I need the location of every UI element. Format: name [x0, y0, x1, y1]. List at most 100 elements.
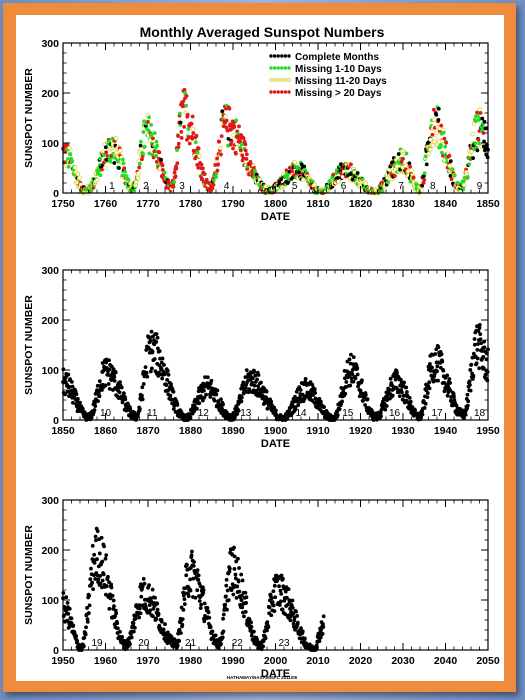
- data-point: [85, 619, 90, 624]
- x-tick-label: 1860: [94, 425, 118, 437]
- data-point: [113, 370, 118, 375]
- x-tick-label: 1880: [179, 425, 203, 437]
- data-point: [360, 177, 365, 182]
- data-point: [95, 529, 100, 534]
- data-point: [450, 167, 455, 172]
- data-point: [303, 376, 308, 381]
- data-point: [151, 606, 156, 611]
- data-point: [259, 380, 263, 385]
- data-point: [444, 140, 449, 145]
- data-point: [187, 141, 192, 146]
- data-point: [467, 162, 472, 167]
- data-point: [139, 139, 143, 144]
- data-point: [141, 151, 145, 156]
- data-point: [154, 617, 159, 622]
- data-point: [394, 164, 400, 169]
- data-point: [220, 109, 225, 113]
- data-point: [321, 614, 326, 619]
- data-point: [221, 616, 225, 621]
- data-point: [196, 146, 201, 151]
- data-point: [234, 118, 239, 123]
- data-point: [392, 174, 397, 178]
- data-point: [428, 137, 433, 142]
- legend-marker: [272, 66, 277, 70]
- data-point: [247, 387, 252, 392]
- data-point: [271, 589, 276, 594]
- y-axis-label: SUNSPOT NUMBER: [23, 525, 35, 625]
- data-point: [337, 407, 342, 412]
- data-point: [208, 625, 213, 629]
- data-point: [465, 403, 470, 408]
- data-point: [160, 163, 165, 168]
- y-tick-label: 100: [41, 138, 59, 150]
- x-tick-label: 1950: [51, 655, 75, 667]
- data-point: [428, 368, 433, 373]
- data-point: [273, 408, 278, 413]
- data-point: [404, 390, 409, 394]
- data-point: [146, 119, 150, 124]
- data-point: [78, 400, 82, 405]
- data-point: [123, 397, 128, 402]
- data-point: [190, 549, 194, 554]
- data-point: [225, 588, 230, 593]
- x-tick-label: 1840: [434, 198, 458, 210]
- legend-marker: [280, 66, 284, 70]
- data-point: [266, 625, 271, 630]
- data-point: [210, 186, 215, 191]
- orange-frame: Monthly Averaged Sunspot Numbers 1750 176…: [3, 3, 516, 692]
- data-point: [448, 381, 453, 385]
- data-point: [360, 378, 364, 383]
- data-point: [294, 609, 298, 614]
- data-point: [471, 156, 476, 160]
- data-point: [185, 112, 190, 117]
- data-point: [179, 631, 183, 635]
- cycle-label: 20: [138, 638, 150, 649]
- data-point: [408, 179, 413, 184]
- data-point: [163, 371, 168, 376]
- data-point: [152, 131, 157, 135]
- data-point: [249, 624, 254, 629]
- data-point: [141, 130, 146, 134]
- data-point: [420, 412, 425, 417]
- data-point: [142, 144, 147, 149]
- data-point: [216, 646, 221, 650]
- data-point: [267, 605, 272, 610]
- data-point: [82, 635, 87, 640]
- data-point: [397, 394, 402, 399]
- data-point: [93, 534, 98, 539]
- legend-marker: [272, 90, 277, 94]
- data-point: [77, 175, 82, 180]
- data-point: [138, 143, 143, 148]
- data-point: [112, 161, 117, 165]
- data-point: [160, 376, 165, 381]
- data-point: [462, 182, 467, 188]
- data-point: [99, 535, 104, 540]
- data-point: [251, 629, 256, 634]
- legend-marker: [287, 78, 291, 82]
- data-point: [109, 364, 114, 369]
- data-point: [478, 332, 483, 337]
- data-point: [119, 385, 124, 390]
- data-point: [154, 139, 159, 144]
- data-point: [239, 598, 244, 603]
- data-point: [468, 383, 472, 387]
- x-axis-label: DATE: [261, 668, 290, 680]
- data-point: [395, 155, 400, 160]
- cycle-label: 10: [100, 408, 112, 419]
- data-point: [191, 131, 196, 136]
- data-point: [236, 408, 241, 413]
- y-tick-label: 200: [41, 545, 59, 557]
- data-point: [237, 566, 241, 570]
- data-point: [435, 369, 439, 374]
- data-point: [355, 366, 360, 371]
- data-point: [408, 164, 412, 169]
- data-point: [386, 167, 392, 173]
- data-point: [253, 373, 258, 378]
- data-point: [157, 150, 162, 155]
- data-point: [469, 149, 474, 154]
- data-point: [249, 633, 254, 638]
- data-point: [220, 635, 225, 640]
- data-point: [66, 611, 71, 616]
- data-point: [212, 398, 217, 403]
- data-point: [349, 352, 353, 357]
